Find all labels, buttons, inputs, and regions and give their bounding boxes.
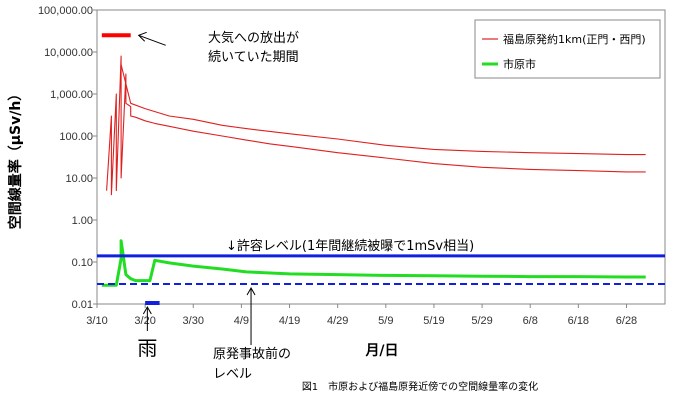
emission-arrow-head: [137, 31, 147, 42]
x-tick-label: 3/20: [134, 315, 155, 327]
x-tick-label: 6/28: [616, 315, 637, 327]
pre-accident-label-line2: レベル: [213, 367, 252, 382]
reference-lines: [97, 254, 665, 285]
limit-level-label: ↓許容レベル(1年間継続被曝で1mSv相当): [226, 238, 474, 254]
x-tick-label: 5/19: [423, 315, 444, 327]
y-tick-label: 100,000.00: [38, 5, 93, 17]
x-tick-label: 6/8: [523, 315, 538, 327]
y-tick-label: 1,000.00: [50, 89, 93, 101]
y-tick-label: 10.00: [65, 173, 93, 185]
x-axis-ticks: [96, 304, 627, 308]
figure-caption: 図1 市原および福島原発近傍での空間線量率の変化: [302, 380, 538, 393]
y-axis-label: 空間線量率（μSv/h）: [7, 87, 24, 230]
series-layer: [101, 55, 646, 287]
emission-arrow: [138, 34, 166, 46]
x-tick-label: 3/10: [86, 315, 107, 327]
y-axis-tick-labels: 0.01 0.10 1.00 10.00 100.00 1,000.00 10,000.00…: [38, 5, 93, 311]
pre-accident-label-line1: 原発事故前の: [213, 346, 291, 362]
y-tick-label: 10,000.00: [44, 47, 93, 59]
plot-area: [96, 9, 666, 305]
legend-box: [474, 19, 661, 79]
rain-label: 雨: [137, 336, 157, 360]
series-line-ichihara: [101, 239, 646, 287]
y-tick-label: 0.01: [72, 299, 93, 311]
x-tick-label: 4/19: [279, 315, 300, 327]
x-tick-label: 5/9: [378, 315, 393, 327]
y-axis-ticks: [93, 9, 97, 305]
x-axis-label: 月/日: [364, 343, 398, 359]
x-tick-label: 5/29: [471, 315, 492, 327]
x-axis-tick-labels: 3/10 3/20 3/30 4/9 4/19 4/29 5/9 5/19 5/29 6/8 6/1…: [86, 315, 637, 327]
x-tick-label: 4/29: [327, 315, 348, 327]
series-line-fukushima-1: [120, 64, 646, 156]
emission-label-line1: 大気への放出が: [208, 30, 299, 46]
legend-label-ichihara: 市原市: [503, 57, 536, 71]
x-tick-label: 3/30: [183, 315, 204, 327]
series-line-fukushima-0: [106, 55, 646, 196]
y-tick-label: 0.10: [72, 257, 93, 269]
pre-accident-arrow-head: [246, 286, 256, 296]
y-tick-label: 100.00: [59, 131, 93, 143]
rain-arrow-head: [142, 305, 152, 315]
y-tick-label: 1.00: [72, 215, 93, 227]
legend: 福島原発約1km(正門・西門) 市原市: [474, 19, 661, 79]
legend-label-fukushima: 福島原発約1km(正門・西門): [503, 32, 646, 46]
x-tick-label: 4/9: [234, 315, 249, 327]
x-tick-label: 6/18: [568, 315, 589, 327]
emission-label-line2: 続いていた期間: [208, 50, 299, 65]
